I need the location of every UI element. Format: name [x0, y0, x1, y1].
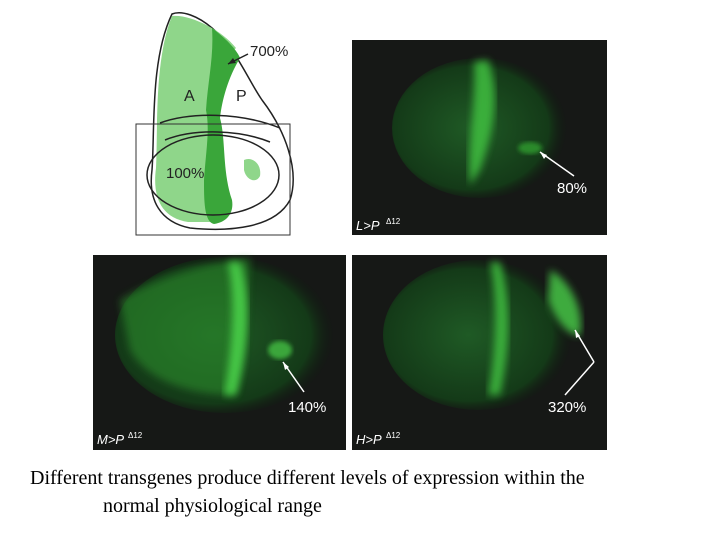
- fold: [164, 131, 271, 143]
- spot-image: [268, 341, 292, 359]
- panel-label: H>P: [356, 432, 382, 447]
- arrow-head: [228, 58, 236, 64]
- pouch: [146, 134, 280, 216]
- inset-box: [135, 123, 291, 236]
- percent-label: 80%: [557, 180, 587, 197]
- panel-superscript: Δ12: [386, 431, 401, 440]
- caption: Different transgenes produce different l…: [30, 467, 585, 489]
- arrow-head: [283, 362, 289, 370]
- anterior-image: [120, 258, 250, 395]
- panel-label: L>P: [356, 218, 380, 233]
- panel: 140% M>P Δ12: [93, 255, 346, 450]
- panel-superscript: Δ12: [128, 431, 143, 440]
- percent-label: 140%: [288, 399, 326, 416]
- caption: normal physiological range: [103, 495, 322, 517]
- stripe: [204, 28, 240, 224]
- posterior-spot: [244, 158, 261, 181]
- label-100: 100%: [166, 165, 204, 182]
- label-a: A: [184, 88, 195, 105]
- fold: [159, 114, 281, 129]
- arrow: [564, 361, 595, 396]
- percent-label: 320%: [548, 399, 586, 416]
- arrow-head: [540, 152, 547, 159]
- label-p: P: [236, 88, 247, 105]
- stripe-image: [488, 262, 509, 395]
- spot-image: [548, 270, 581, 336]
- stripe-image: [469, 60, 495, 185]
- stripe-image: [224, 262, 248, 395]
- diagram: 700% A P 100%: [135, 12, 294, 236]
- spot-image: [518, 142, 542, 154]
- panel: 320% H>P Δ12: [352, 255, 607, 450]
- disc-image: [383, 260, 573, 410]
- panel-superscript: Δ12: [386, 217, 401, 226]
- arrow-head: [575, 330, 580, 338]
- panel: 80% L>P Δ12: [352, 40, 607, 235]
- panel-label: M>P: [97, 432, 124, 447]
- label-700: 700%: [250, 43, 288, 60]
